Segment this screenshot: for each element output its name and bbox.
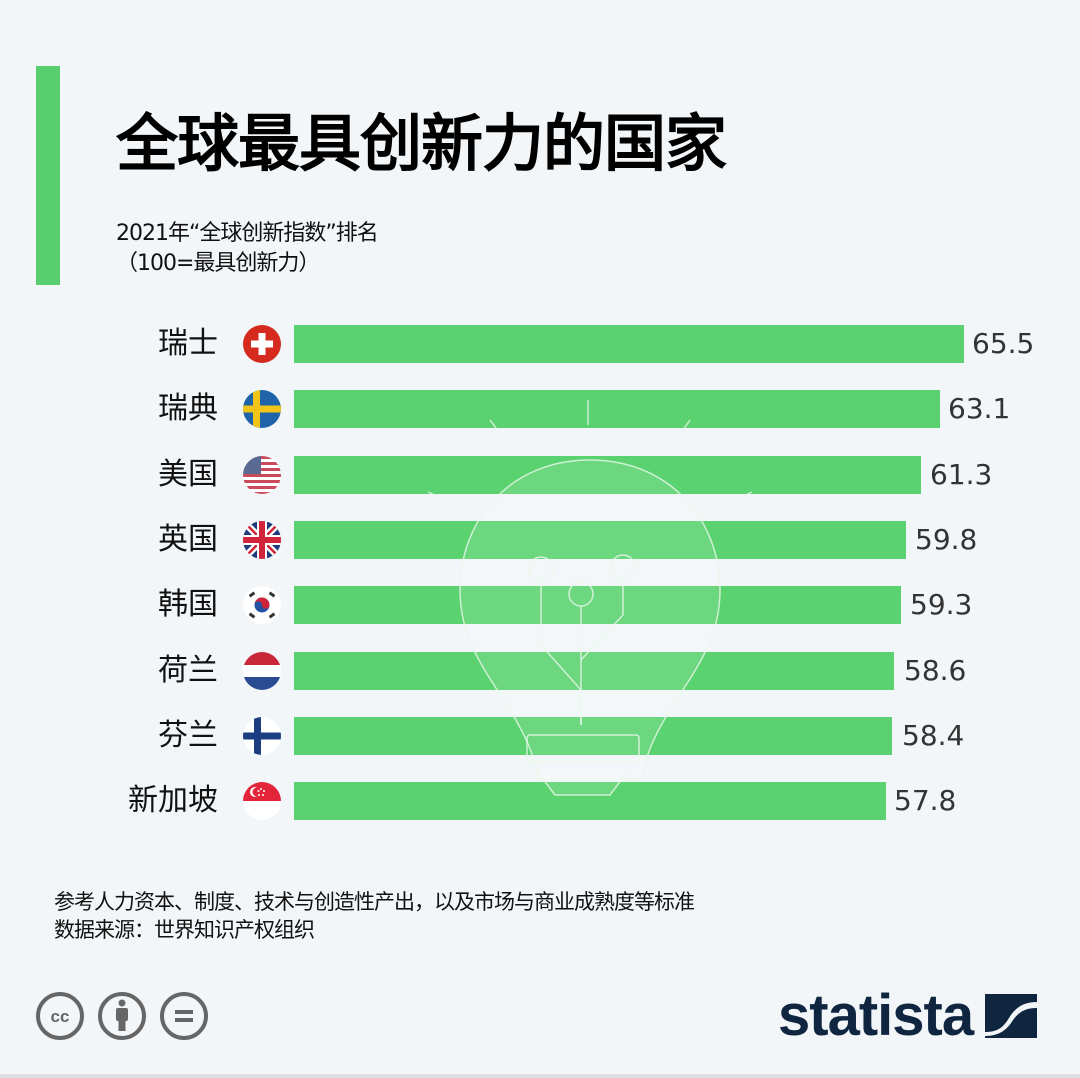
cc-icon[interactable]: cc xyxy=(34,990,86,1042)
bar xyxy=(294,586,901,624)
bar xyxy=(294,652,894,690)
statista-logo: statista xyxy=(778,983,1038,1048)
country-label: 英国 xyxy=(158,522,218,557)
bar xyxy=(294,782,886,820)
statista-logo-icon xyxy=(985,994,1038,1038)
value-label: 57.8 xyxy=(894,784,957,817)
chart-subtitle: 2021年“全球创新指数”排名 （100=最具创新力） xyxy=(116,219,379,279)
chart-row: 荷兰 58.6 xyxy=(0,651,1080,691)
chart-row: 瑞典 63.1 xyxy=(0,389,1080,429)
svg-text:cc: cc xyxy=(51,1007,70,1026)
country-label: 瑞典 xyxy=(158,391,218,426)
sweden-flag-icon xyxy=(243,390,281,428)
chart-row: 瑞士 65.5 xyxy=(0,324,1080,364)
value-label: 61.3 xyxy=(930,458,993,491)
accent-bar xyxy=(36,66,60,285)
chart-row: 新加坡 57.8 xyxy=(0,781,1080,821)
country-label: 美国 xyxy=(158,457,218,492)
value-label: 65.5 xyxy=(972,327,1035,360)
bar xyxy=(294,390,940,428)
country-label: 荷兰 xyxy=(158,653,218,688)
country-label: 新加坡 xyxy=(128,783,218,818)
value-label: 63.1 xyxy=(948,392,1011,425)
bar xyxy=(294,456,921,494)
methodology-note: 参考人力资本、制度、技术与创造性产出，以及市场与商业成熟度等标准 xyxy=(54,890,695,914)
singapore-flag-icon xyxy=(243,782,281,820)
chart-row: 芬兰 58.4 xyxy=(0,716,1080,756)
data-source: 数据来源：世界知识产权组织 xyxy=(54,918,315,942)
no-derivatives-icon[interactable] xyxy=(158,990,210,1042)
brand-name: statista xyxy=(778,983,974,1048)
subtitle-line-2: （100=最具创新力） xyxy=(116,251,320,276)
value-label: 58.4 xyxy=(902,719,965,752)
subtitle-line-1: 2021年“全球创新指数”排名 xyxy=(116,221,379,246)
netherlands-flag-icon xyxy=(243,652,281,690)
finland-flag-icon xyxy=(243,717,281,755)
country-label: 韩国 xyxy=(158,587,218,622)
south-korea-flag-icon xyxy=(243,586,281,624)
bottom-divider xyxy=(0,1074,1080,1078)
chart-row: 韩国 59.3 xyxy=(0,585,1080,625)
switzerland-flag-icon xyxy=(243,325,281,363)
chart-row: 美国 61.3 xyxy=(0,455,1080,495)
bar xyxy=(294,521,906,559)
attribution-icon[interactable] xyxy=(96,990,148,1042)
value-label: 58.6 xyxy=(904,654,967,687)
bar xyxy=(294,325,964,363)
footnote: 参考人力资本、制度、技术与创造性产出，以及市场与商业成熟度等标准 数据来源：世界… xyxy=(54,888,695,944)
chart-title: 全球最具创新力的国家 xyxy=(116,107,727,180)
usa-flag-icon xyxy=(243,456,281,494)
value-label: 59.8 xyxy=(915,523,978,556)
uk-flag-icon xyxy=(243,521,281,559)
country-label: 芬兰 xyxy=(158,718,218,753)
bar xyxy=(294,717,892,755)
license-icons: cc xyxy=(34,990,210,1046)
country-label: 瑞士 xyxy=(158,326,218,361)
chart-row: 英国 59.8 xyxy=(0,520,1080,560)
value-label: 59.3 xyxy=(910,588,973,621)
